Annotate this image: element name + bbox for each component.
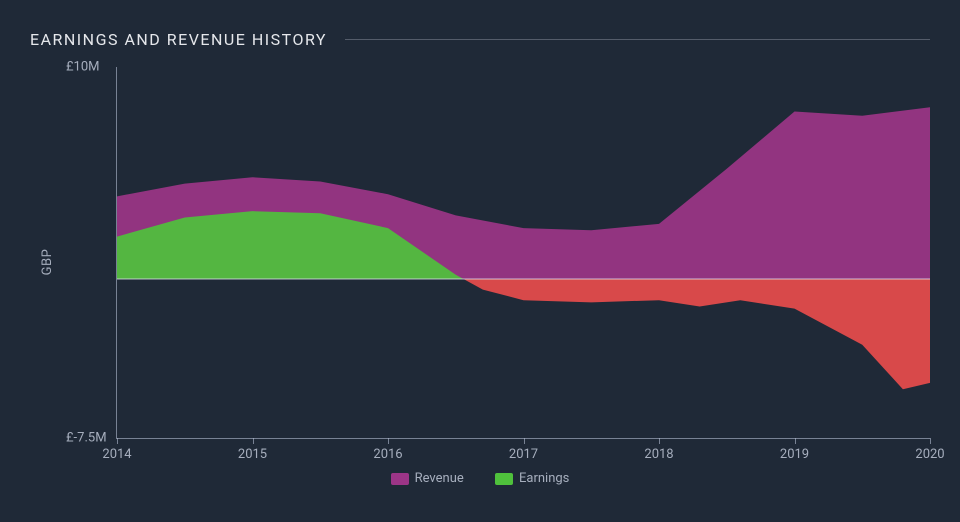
x-tick-mark	[524, 438, 525, 444]
plot-wrap: GBP £10M £-7.5M 201420152016201720182019…	[62, 57, 930, 467]
legend-swatch-earnings	[495, 473, 513, 485]
x-tick-label: 2016	[373, 447, 402, 462]
x-tick-label: 2014	[102, 447, 131, 462]
x-tick-mark	[388, 438, 389, 444]
x-tick-mark	[795, 438, 796, 444]
title-bar: EARNINGS AND REVENUE HISTORY	[30, 30, 930, 49]
x-tick-label: 2017	[509, 447, 538, 462]
plot-area: 2014201520162017201820192020	[116, 67, 930, 439]
legend: Revenue Earnings	[30, 471, 930, 489]
x-tick-mark	[930, 438, 931, 444]
x-tick-label: 2020	[915, 447, 944, 462]
legend-label-earnings: Earnings	[519, 471, 569, 486]
x-tick-label: 2019	[780, 447, 809, 462]
chart-svg	[117, 67, 930, 438]
legend-item-earnings: Earnings	[495, 471, 569, 486]
legend-label-revenue: Revenue	[415, 471, 464, 486]
x-tick-mark	[659, 438, 660, 444]
y-axis-label: GBP	[40, 249, 55, 276]
x-tick-mark	[253, 438, 254, 444]
chart-title: EARNINGS AND REVENUE HISTORY	[30, 30, 327, 49]
chart-container: EARNINGS AND REVENUE HISTORY GBP £10M £-…	[0, 0, 960, 522]
y-tick-bottom: £-7.5M	[66, 431, 107, 446]
area-earnings-neg	[463, 279, 930, 389]
x-tick-label: 2015	[238, 447, 267, 462]
x-tick-mark	[117, 438, 118, 444]
legend-item-revenue: Revenue	[391, 471, 464, 486]
y-tick-top: £10M	[66, 60, 100, 75]
legend-swatch-revenue	[391, 473, 409, 485]
title-divider	[345, 39, 930, 40]
x-tick-label: 2018	[644, 447, 673, 462]
